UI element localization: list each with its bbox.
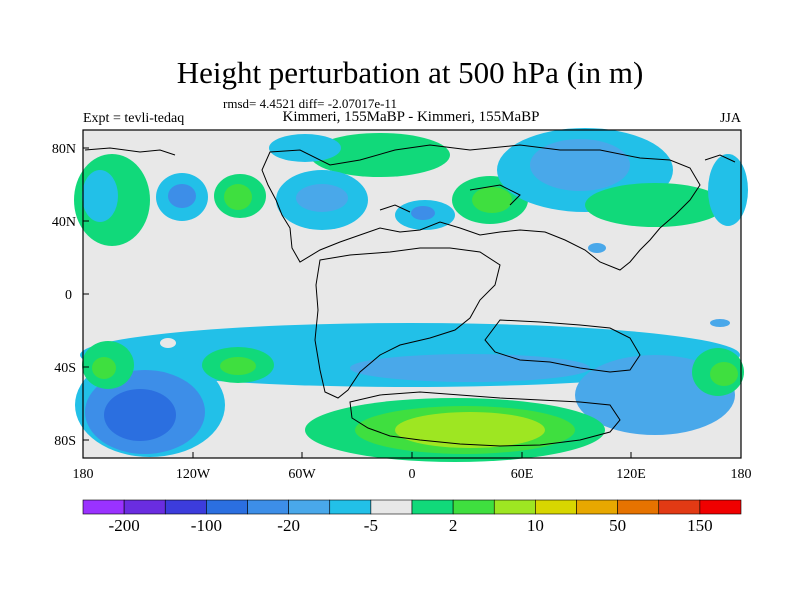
contour-nh-ne-pacific-blue <box>168 184 196 208</box>
lat-label-40s: 40S <box>54 361 76 376</box>
contour-nh-eastasia-green <box>585 183 725 227</box>
season-label: JJA <box>720 111 742 126</box>
colorbar: -200 -100 -20 -5 2 10 50 150 <box>82 499 742 535</box>
lon-labels: 180 120W 60W 0 60E 120E 180 <box>73 467 752 482</box>
lat-label-0: 0 <box>65 288 72 303</box>
colorbar-swatch <box>699 499 742 515</box>
lon-label-180e: 180 <box>731 467 752 482</box>
colorbar-swatch <box>206 499 248 515</box>
colorbar-swatch <box>123 499 166 515</box>
colorbar-label: 150 <box>687 516 713 535</box>
colorbar-swatch <box>617 499 660 515</box>
contour-nh-asia-lime <box>472 187 512 213</box>
lon-label-60e: 60E <box>511 467 534 482</box>
lon-label-180w: 180 <box>73 467 94 482</box>
lat-labels: 80N 40N 0 40S 80S <box>52 142 76 449</box>
colorbar-label: -100 <box>191 516 222 535</box>
contour-nh-atlantic-blue <box>296 184 348 212</box>
contour-nh-arctic-green <box>310 133 450 177</box>
colorbar-label: 2 <box>449 516 458 535</box>
lon-label-120e: 120E <box>616 467 646 482</box>
contour-sh-farright-lime <box>710 362 738 386</box>
colorbar-swatch <box>329 499 372 515</box>
colorbar-swatch <box>82 499 125 515</box>
colorbar-swatch <box>411 499 454 515</box>
contour-sh-band-blue <box>350 354 590 382</box>
contour-sh-left-lime <box>92 357 116 379</box>
lat-label-80n: 80N <box>52 142 76 157</box>
contour-sh-pacific-deep <box>104 389 176 441</box>
colorbar-label: 10 <box>527 516 544 535</box>
colorbar-labels: -200 -100 -20 -5 2 10 50 150 <box>109 516 713 535</box>
lat-label-40n: 40N <box>52 215 76 230</box>
colorbar-swatch <box>535 499 577 515</box>
lon-label-60w: 60W <box>288 467 316 482</box>
colorbar-swatch <box>247 499 289 515</box>
lon-ticks <box>82 452 742 458</box>
colorbar-swatches <box>82 499 742 515</box>
lat-label-80s: 80S <box>54 434 76 449</box>
colorbar-swatch <box>658 499 701 515</box>
contour-sh-small-blue <box>710 319 730 327</box>
stats-text: rmsd= 4.4521 diff= -2.07017e-11 <box>223 96 397 111</box>
contour-nh-europe-blue <box>411 206 435 220</box>
coastline-north-islands <box>84 147 736 213</box>
colorbar-swatch <box>288 499 331 515</box>
colorbar-swatch <box>164 499 207 515</box>
expt-label: Expt = tevli-tedaq <box>83 111 184 126</box>
contour-sh-mid-lime <box>220 357 256 375</box>
colorbar-label: 50 <box>609 516 626 535</box>
colorbar-label: -5 <box>364 516 378 535</box>
coastlines <box>84 144 736 447</box>
lon-label-0: 0 <box>409 467 416 482</box>
colorbar-swatch <box>576 499 618 515</box>
plot-title: Height perturbation at 500 hPa (in m) <box>177 55 644 90</box>
lat-ticks <box>83 147 89 441</box>
subtitle-text: Kimmeri, 155MaBP - Kimmeri, 155MaBP <box>283 109 540 125</box>
contour-nh-farright-cyan <box>708 154 748 226</box>
colorbar-label: -20 <box>277 516 300 535</box>
colorbar-swatch <box>493 499 536 515</box>
lon-label-120w: 120W <box>176 467 211 482</box>
contour-nh-small-blue <box>588 243 606 253</box>
colorbar-label: -200 <box>109 516 140 535</box>
coastline-gondwana <box>314 247 501 399</box>
contour-sh-small-grey <box>160 338 176 348</box>
coastline-laurasia <box>261 144 701 271</box>
map-panel: 80N 40N 0 40S 80S 180 120W 60W 0 60E 120… <box>52 128 752 482</box>
coastline-antarctica <box>349 391 621 447</box>
coastline-east-gondwana <box>484 319 641 373</box>
colorbar-swatch <box>370 499 413 515</box>
contour-sh-antarctic-yellow <box>395 412 545 448</box>
contour-nh-siberia-blue <box>530 139 630 191</box>
contour-nh-pacific-cyan <box>82 170 118 222</box>
colorbar-swatch <box>452 499 495 515</box>
contour-nh-america-lime <box>224 184 252 210</box>
contour-nh-arctic-cyan-left <box>269 134 341 162</box>
